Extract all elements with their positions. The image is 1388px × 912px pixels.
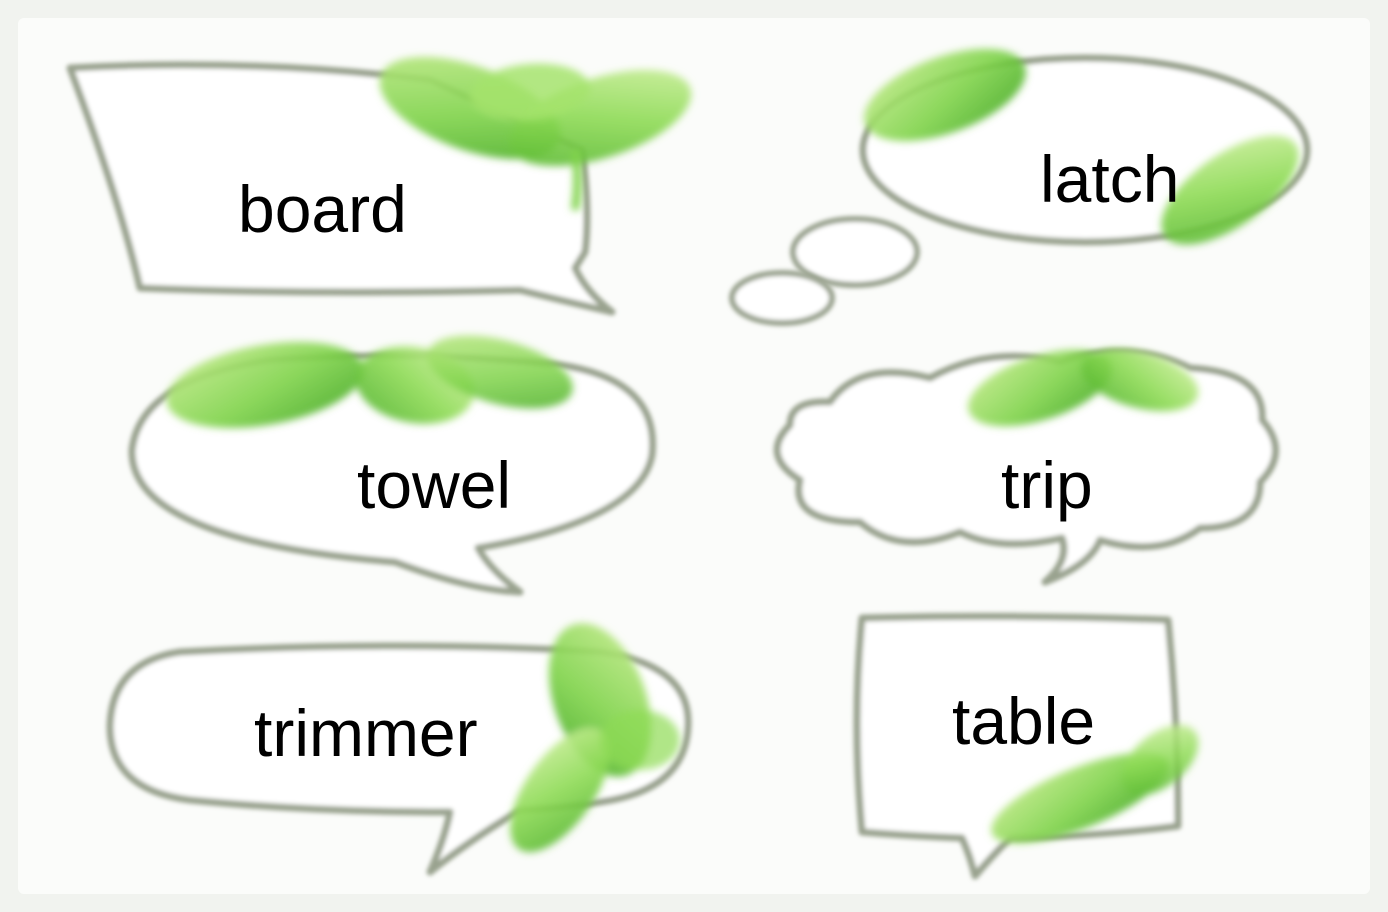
word-latch: latch <box>1040 142 1180 216</box>
word-table: table <box>952 684 1096 758</box>
bubble-latch <box>729 48 1311 326</box>
bubble-table-leaves <box>991 724 1199 844</box>
word-board: board <box>238 172 407 246</box>
word-towel: towel <box>357 448 512 522</box>
bubble-latch-dot-large <box>790 216 920 288</box>
bubble-table <box>853 612 1199 880</box>
bubble-board <box>66 56 692 316</box>
bubble-latch-dot-small <box>729 270 835 326</box>
bubble-latch-leaves <box>864 48 1299 245</box>
bubble-towel <box>128 335 657 596</box>
bubble-trip-leaves <box>967 348 1199 427</box>
bubble-board-leaves <box>379 56 692 211</box>
word-trip: trip <box>1001 448 1093 522</box>
word-trimmer: trimmer <box>254 696 478 770</box>
bubble-trimmer-leaves <box>510 623 680 853</box>
bubble-trimmer <box>106 623 692 876</box>
bubble-trip <box>773 347 1279 586</box>
bubble-towel-leaves <box>166 335 573 429</box>
